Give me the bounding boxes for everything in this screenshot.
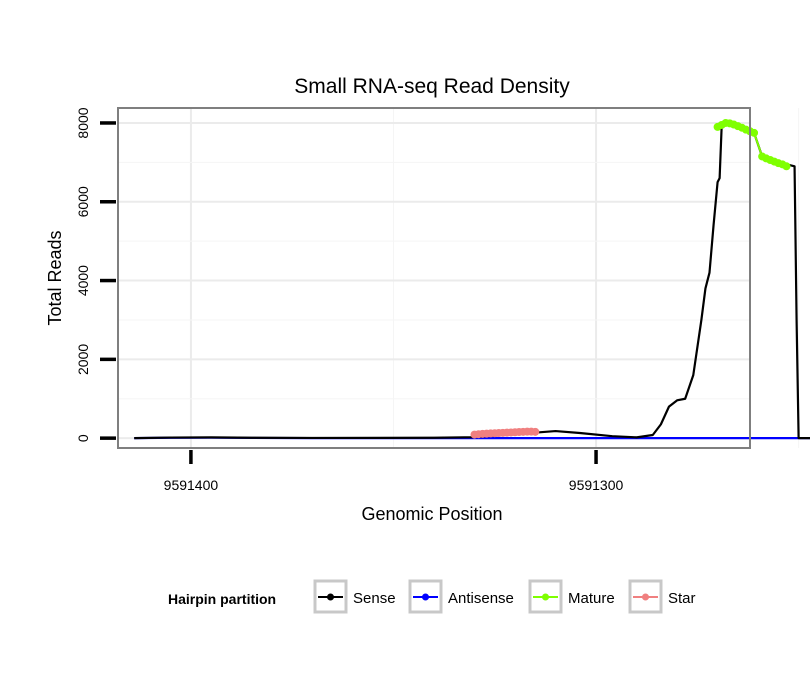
plot-panel [118, 108, 750, 448]
legend-key-point [542, 593, 549, 601]
y-tick-label: 4000 [75, 265, 91, 296]
mature-point [782, 162, 791, 171]
legend: Hairpin partition Sense Antisense Mature St… [168, 579, 696, 614]
y-axis-label: Total Reads [45, 230, 65, 325]
y-tick-label: 2000 [75, 344, 91, 375]
star-point [531, 427, 540, 436]
y-tick-label: 6000 [75, 186, 91, 217]
series-layer [134, 118, 810, 440]
sense-series-line [134, 121, 810, 440]
x-axis-label: Genomic Position [361, 504, 502, 524]
plot-border [117, 107, 751, 449]
legend-title: Hairpin partition [168, 591, 276, 607]
legend-item-sense: Sense [313, 579, 396, 614]
legend-item-star: Star [628, 579, 696, 614]
legend-label: Sense [353, 590, 396, 607]
legend-key-point [327, 593, 334, 601]
x-axis: 959140095913009591200 [164, 450, 624, 493]
y-axis: 0 2000 4000 6000 8000 [75, 107, 116, 442]
legend-item-mature: Mature [528, 579, 615, 614]
legend-item-antisense: Antisense [408, 579, 514, 614]
y-tick-label: 8000 [75, 107, 91, 138]
legend-key-point [422, 593, 429, 601]
legend-label: Antisense [448, 590, 514, 607]
legend-label: Star [668, 590, 696, 607]
legend-key-point [642, 593, 649, 601]
y-tick-label: 0 [75, 434, 91, 442]
x-tick-label: 9591300 [569, 477, 624, 493]
chart-title: Small RNA-seq Read Density [294, 75, 570, 98]
x-tick-label: 9591400 [164, 477, 219, 493]
legend-label: Mature [568, 590, 615, 607]
legend-entries: Sense Antisense Mature Star [313, 579, 696, 614]
mature-point [750, 128, 759, 137]
